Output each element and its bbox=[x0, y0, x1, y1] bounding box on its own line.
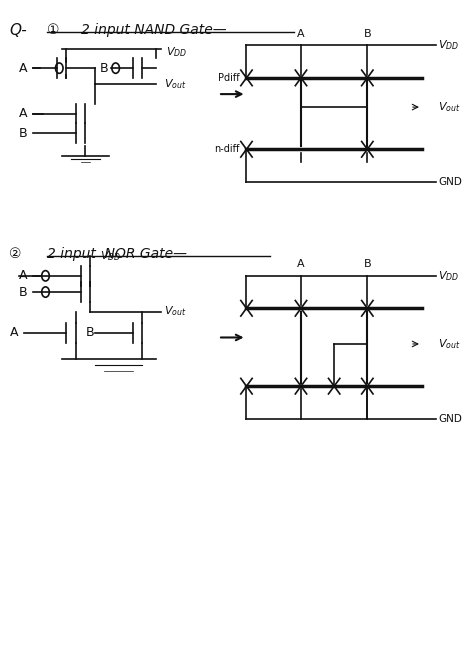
Text: B: B bbox=[19, 127, 27, 140]
Text: $V_{DD}$: $V_{DD}$ bbox=[438, 269, 460, 283]
Text: A: A bbox=[19, 269, 27, 282]
Text: A: A bbox=[9, 326, 18, 339]
Text: GND: GND bbox=[438, 177, 462, 187]
Text: ②: ② bbox=[9, 247, 22, 261]
Text: ①: ① bbox=[47, 23, 60, 37]
Text: n-diff: n-diff bbox=[214, 144, 239, 154]
Text: B: B bbox=[364, 260, 371, 269]
Text: A: A bbox=[297, 29, 305, 39]
Text: $V_{out}$: $V_{out}$ bbox=[164, 304, 186, 319]
Text: 2 input NAND Gate—: 2 input NAND Gate— bbox=[81, 23, 226, 37]
Text: GND: GND bbox=[438, 413, 462, 424]
Text: B: B bbox=[19, 286, 27, 299]
Text: $V_{DD}$: $V_{DD}$ bbox=[166, 45, 187, 59]
Text: $V_{DD}$: $V_{DD}$ bbox=[100, 249, 121, 263]
Text: A: A bbox=[19, 107, 27, 120]
Text: $V_{out}$: $V_{out}$ bbox=[164, 77, 186, 92]
Text: B: B bbox=[364, 29, 371, 39]
Text: $V_{DD}$: $V_{DD}$ bbox=[438, 38, 460, 53]
Text: Pdiff: Pdiff bbox=[218, 73, 239, 83]
Text: B: B bbox=[100, 62, 108, 75]
Text: Q-: Q- bbox=[9, 23, 27, 38]
Text: $V_{out}$: $V_{out}$ bbox=[438, 100, 461, 114]
Text: B: B bbox=[85, 326, 94, 339]
Text: A: A bbox=[297, 260, 305, 269]
Text: 2 input  NOR Gate—: 2 input NOR Gate— bbox=[47, 247, 187, 261]
Text: A: A bbox=[19, 62, 27, 75]
Text: $V_{out}$: $V_{out}$ bbox=[438, 337, 461, 351]
